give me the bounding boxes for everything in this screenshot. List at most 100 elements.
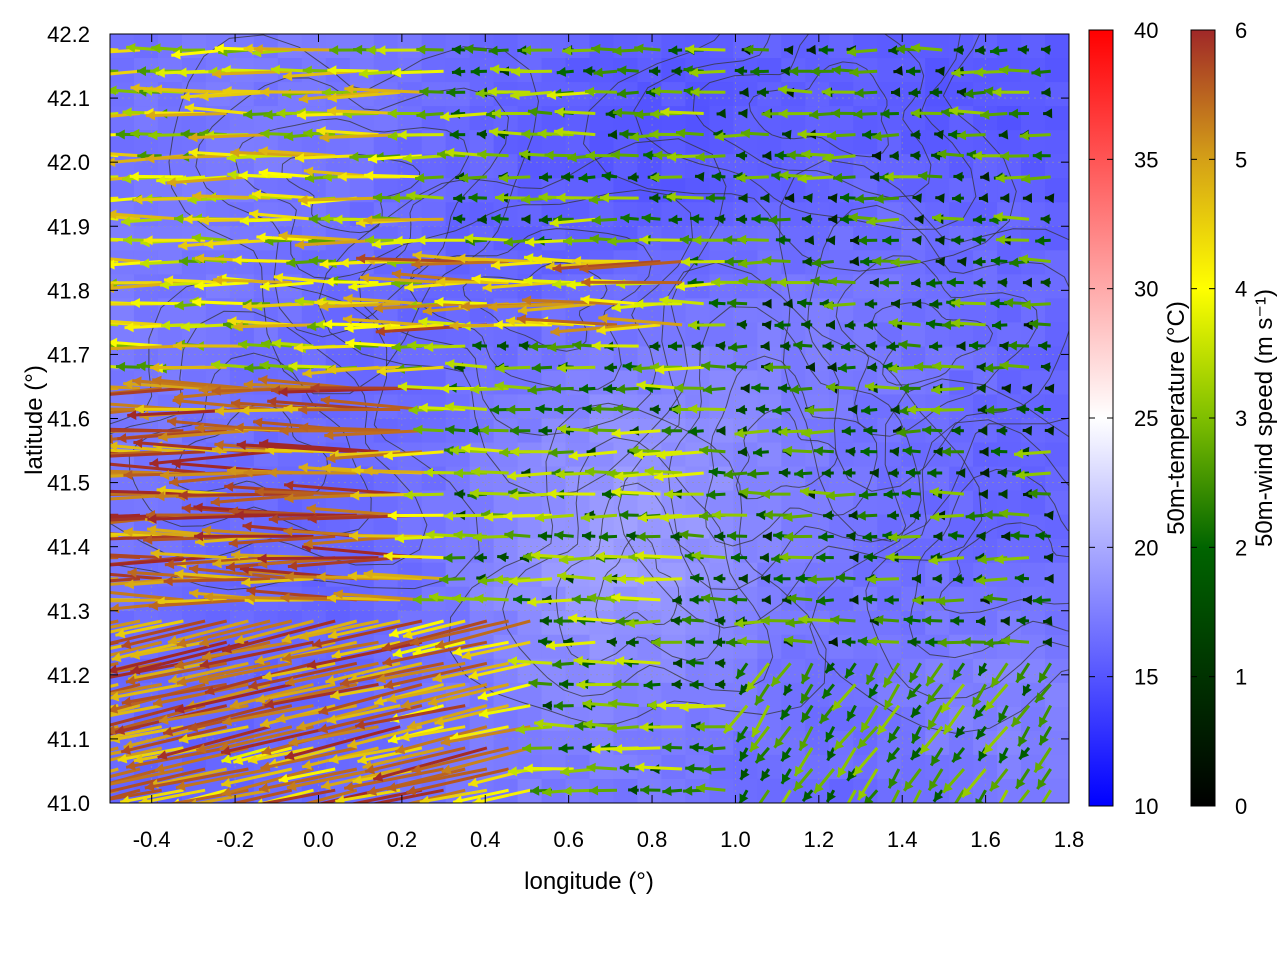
wind-arrow-shaft	[111, 640, 184, 661]
temperature-cell	[277, 106, 303, 131]
temperature-cell	[949, 442, 974, 468]
wind-arrow-shaft	[195, 725, 293, 752]
temperature-cell	[493, 106, 519, 131]
wind-arrow	[386, 682, 466, 704]
wind-arrow	[842, 637, 856, 647]
wind-arrow	[110, 640, 228, 675]
wind-arrow-head	[877, 724, 887, 735]
wind-arrow-head	[188, 722, 199, 732]
wind-arrow-head	[975, 798, 985, 803]
wind-arrow	[887, 768, 901, 789]
wind-arrow	[110, 682, 184, 702]
temperature-cell	[829, 82, 854, 107]
wind-arrow-head	[507, 766, 518, 777]
wind-arrow-head	[281, 633, 292, 644]
wind-arrow	[662, 786, 683, 796]
wind-arrow-head	[888, 732, 898, 743]
wind-arrow-head	[276, 713, 286, 724]
wind-arrow-shaft	[178, 492, 292, 497]
wind-arrow	[926, 704, 944, 731]
wind-arrow-head	[961, 636, 971, 647]
wind-arrow	[152, 682, 249, 708]
temperature-cell	[1021, 82, 1046, 107]
wind-vectors	[7, 43, 1055, 803]
wind-arrow	[903, 615, 921, 626]
temperature-cell	[1045, 154, 1069, 179]
wind-arrow	[745, 662, 770, 693]
temperature-cell	[1045, 58, 1069, 83]
wind-arrow-shaft	[281, 640, 379, 661]
wind-arrow-head	[248, 680, 259, 691]
wind-arrow-shaft	[110, 788, 162, 801]
wind-arrow	[388, 619, 444, 638]
wind-arrow-head	[612, 679, 622, 690]
wind-arrow	[552, 659, 574, 670]
wind-arrow	[679, 702, 726, 713]
wind-arrow-head	[153, 697, 163, 708]
temperature-cell	[901, 562, 926, 588]
temperature-cell	[1021, 154, 1046, 179]
wind-arrow	[815, 595, 834, 606]
wind-arrow	[406, 767, 509, 796]
wind-arrow-head	[138, 796, 148, 803]
wind-arrow-head	[978, 665, 988, 676]
wind-arrow-head	[774, 737, 784, 748]
temperature-cell	[133, 466, 159, 492]
wind-arrow-head	[927, 693, 937, 704]
wind-arrow-head	[662, 786, 672, 796]
wind-arrow-head	[849, 594, 859, 605]
wind-arrow-head	[176, 676, 187, 687]
wind-arrow-shaft	[348, 661, 423, 683]
wind-arrow	[296, 704, 379, 731]
wind-arrow	[372, 746, 488, 782]
wind-arrow-head	[943, 782, 953, 793]
temperature-cell	[877, 562, 902, 588]
temperature-cell	[1045, 226, 1069, 251]
wind-arrow-head	[929, 780, 938, 791]
wind-arrow	[343, 767, 444, 792]
temperature-cell	[1045, 130, 1069, 155]
wind-arrow-head	[689, 679, 699, 690]
wind-arrow-head	[37, 705, 47, 715]
wind-arrow-shaft	[110, 767, 141, 779]
temperature-cell	[1045, 466, 1069, 492]
wind-arrow-shaft	[138, 788, 206, 803]
wind-arrow-head	[95, 278, 104, 288]
wind-arrow	[394, 725, 488, 755]
wind-arrow	[284, 661, 379, 687]
temperature-cell	[685, 394, 710, 420]
wind-arrow-head	[864, 795, 874, 803]
temperature-cell	[661, 82, 687, 107]
temperature-cell	[181, 394, 207, 420]
temperature-cell	[877, 202, 902, 227]
wind-arrow-shaft	[288, 725, 379, 745]
wind-arrow-head	[715, 658, 725, 669]
wind-arrow	[739, 768, 750, 781]
wind-arrow	[278, 767, 336, 784]
temperature-cell	[805, 610, 830, 636]
wind-arrow-shaft	[125, 746, 227, 769]
wind-arrow-head	[247, 754, 258, 765]
wind-arrow-shaft	[1017, 789, 1031, 803]
wind-arrow-shaft	[258, 788, 314, 803]
wind-arrow-head	[48, 565, 57, 575]
wind-arrow	[558, 743, 574, 754]
wind-arrow-shaft	[199, 640, 314, 668]
wind-arrow-head	[27, 747, 37, 757]
wind-arrow	[441, 746, 531, 775]
wind-arrow	[907, 637, 921, 647]
wind-arrow-head	[254, 655, 265, 665]
wind-arrow	[434, 704, 509, 727]
wind-arrow	[961, 768, 987, 799]
wind-arrow-head	[7, 481, 16, 491]
temperature-cell	[517, 394, 543, 420]
temperature-cell	[901, 178, 926, 203]
temperature-cell	[397, 106, 423, 131]
wind-arrow	[942, 704, 966, 735]
wind-arrow-shaft	[110, 725, 184, 742]
contour-line	[871, 301, 994, 386]
wind-arrow-head	[542, 787, 552, 797]
wind-arrow-head	[148, 600, 159, 611]
temperature-cell	[205, 202, 231, 227]
wind-arrow	[412, 594, 444, 605]
